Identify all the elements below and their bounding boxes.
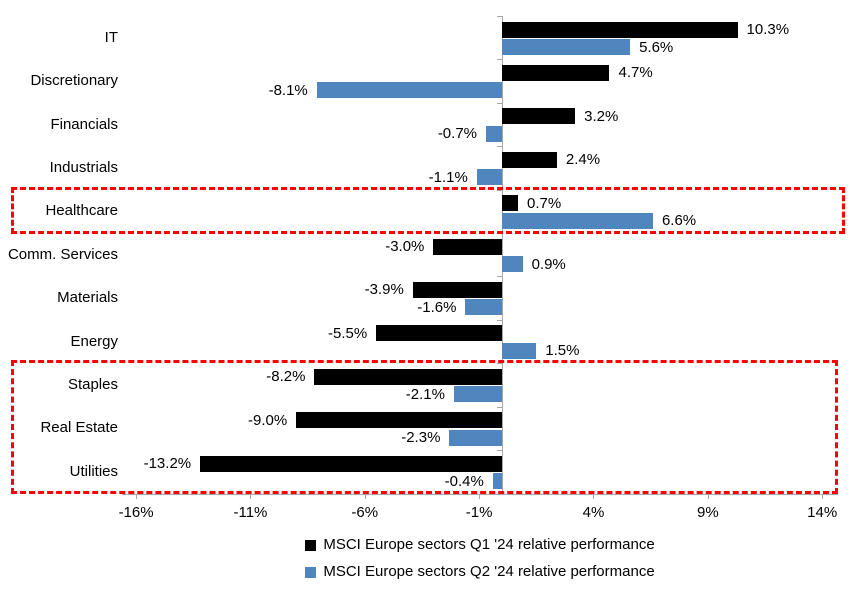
bar-q1-industrials xyxy=(502,151,557,168)
value-axis-tick xyxy=(136,493,138,499)
value-axis-tick xyxy=(479,493,481,499)
category-axis-tick xyxy=(497,319,503,321)
category-axis-tick xyxy=(497,450,503,452)
value-axis-tick xyxy=(593,493,595,499)
bar-q2-utilities xyxy=(492,473,502,490)
value-axis-tick xyxy=(364,493,366,499)
value-label-q1-it: 10.3% xyxy=(746,21,790,38)
bar-q1-it xyxy=(502,21,738,38)
q2-series-swatch-icon xyxy=(305,566,317,578)
bar-q2-energy xyxy=(502,342,537,359)
bar-q1-financials xyxy=(502,108,576,125)
bar-q1-discretionary xyxy=(502,64,610,81)
value-label-q1-materials: -3.9% xyxy=(364,281,404,299)
value-label-q1-healthcare: 0.7% xyxy=(527,194,562,212)
category-label-it: IT xyxy=(104,28,118,46)
category-axis-line xyxy=(502,16,503,494)
value-label-q1-utilities: -13.2% xyxy=(143,455,192,473)
category-axis-tick xyxy=(497,493,503,495)
bar-q1-staples xyxy=(314,368,502,385)
bar-q2-healthcare xyxy=(502,212,653,229)
highlight-box-healthcare xyxy=(11,186,845,235)
value-label-q2-materials: -1.6% xyxy=(417,298,457,316)
bar-q1-healthcare xyxy=(502,195,518,212)
bar-q2-staples xyxy=(453,386,502,403)
value-axis-tick-label: -16% xyxy=(118,504,154,521)
value-label-q2-real-estate: -2.3% xyxy=(401,429,441,447)
bar-q2-financials xyxy=(485,125,502,142)
value-label-q2-utilities: -0.4% xyxy=(444,472,484,490)
legend-item-q2: MSCI Europe sectors Q2 '24 relative perf… xyxy=(305,563,655,581)
value-label-q2-it: 5.6% xyxy=(639,38,674,56)
legend-item-q1: MSCI Europe sectors Q1 '24 relative perf… xyxy=(305,536,655,554)
value-label-q2-industrials: -1.1% xyxy=(428,168,468,186)
value-axis-tick-label: 9% xyxy=(696,504,719,521)
value-label-q1-energy: -5.5% xyxy=(328,324,368,342)
value-label-q2-staples: -2.1% xyxy=(405,385,445,403)
category-label-energy: Energy xyxy=(70,332,118,350)
bar-q1-energy xyxy=(376,325,502,342)
value-label-q1-industrials: 2.4% xyxy=(565,151,601,169)
value-label-q2-financials: -0.7% xyxy=(437,125,477,143)
value-axis-tick-label: -11% xyxy=(233,504,268,521)
bar-q1-utilities xyxy=(200,455,502,472)
value-label-q1-real-estate: -9.0% xyxy=(247,411,288,429)
bar-q1-materials xyxy=(412,281,502,298)
q1-series-swatch-icon xyxy=(305,539,317,551)
category-label-industrials: Industrials xyxy=(49,158,118,176)
value-label-q1-staples: -8.2% xyxy=(266,368,306,386)
bar-q2-real-estate xyxy=(449,429,502,446)
bar-q2-comm-services xyxy=(502,256,523,273)
value-label-q2-energy: 1.5% xyxy=(545,342,580,360)
category-axis-tick xyxy=(497,233,503,235)
value-axis-tick xyxy=(250,493,252,499)
category-label-comm-services: Comm. Services xyxy=(7,245,118,263)
value-label-q2-comm-services: 0.9% xyxy=(531,255,566,273)
category-label-financials: Financials xyxy=(50,115,118,133)
category-axis-tick xyxy=(497,276,503,278)
category-axis-tick xyxy=(497,406,503,408)
value-label-q2-discretionary: -8.1% xyxy=(268,81,308,99)
category-axis-tick xyxy=(497,16,503,17)
category-label-healthcare: Healthcare xyxy=(45,202,118,220)
value-label-q1-financials: 3.2% xyxy=(584,107,619,125)
category-label-real-estate: Real Estate xyxy=(40,419,118,437)
category-label-discretionary: Discretionary xyxy=(30,72,118,90)
value-label-q1-discretionary: 4.7% xyxy=(618,64,653,82)
value-axis-tick-label: -1% xyxy=(465,504,493,521)
value-axis-tick-label: -6% xyxy=(351,504,379,521)
category-axis-tick xyxy=(497,102,503,104)
category-axis-tick xyxy=(497,59,503,61)
bar-q2-discretionary xyxy=(316,82,502,99)
value-axis-tick xyxy=(707,493,709,499)
bar-q1-real-estate xyxy=(296,412,502,429)
category-label-staples: Staples xyxy=(67,375,118,393)
bar-q2-materials xyxy=(465,299,502,316)
category-label-utilities: Utilities xyxy=(69,462,118,480)
legend: MSCI Europe sectors Q1 '24 relative perf… xyxy=(108,536,852,581)
bar-q2-industrials xyxy=(476,169,502,186)
category-axis-tick xyxy=(497,146,503,148)
bar-q2-it xyxy=(502,39,631,55)
value-label-q2-healthcare: 6.6% xyxy=(661,212,697,230)
category-label-materials: Materials xyxy=(57,289,118,307)
legend-label-q2: MSCI Europe sectors Q2 '24 relative perf… xyxy=(323,563,655,580)
category-axis-tick xyxy=(497,363,503,365)
bar-q1-comm-services xyxy=(433,238,502,255)
value-axis-tick-label: 4% xyxy=(582,504,605,521)
legend-label-q1: MSCI Europe sectors Q1 '24 relative perf… xyxy=(323,536,655,553)
value-label-q1-comm-services: -3.0% xyxy=(385,238,425,256)
category-axis-tick xyxy=(497,189,503,191)
value-axis-tick-label: 14% xyxy=(807,504,838,521)
value-axis-tick xyxy=(822,493,824,499)
